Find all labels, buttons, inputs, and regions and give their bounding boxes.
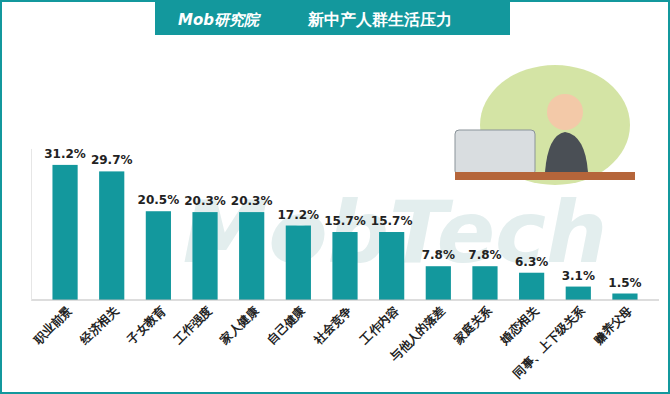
x-tick: 家人健康 [217,300,262,348]
bar [612,294,637,300]
data-label: 29.7% [91,153,133,167]
x-tick: 职业前景 [30,300,75,348]
illustration [455,65,635,185]
bar [566,287,591,300]
deco-head [547,94,583,130]
x-tick: 婚恋相关 [497,300,542,348]
x-tick-label: 子女教育 [124,303,169,348]
deco-laptop [455,130,535,175]
bars [52,165,637,300]
x-tick: 经济相关 [77,300,122,348]
x-tick: 家庭关系 [450,300,495,348]
data-label: 1.5% [608,276,641,290]
x-tick-label: 经济相关 [77,303,122,348]
x-tick: 工作内容 [357,300,402,348]
bar [379,232,404,300]
x-tick-label: 赡养父母 [590,303,635,348]
bar [426,266,451,300]
bar [192,212,217,300]
bar [99,171,124,300]
source: Mob研究院 [178,11,262,29]
x-tick: 自己健康 [264,300,309,347]
x-tick-label: 与他人的落差 [387,303,449,365]
x-tick: 同事、上下级关系 [510,300,588,381]
data-label: 17.2% [278,208,320,222]
x-tick-label: 自己健康 [264,303,309,348]
bar [519,273,544,300]
x-tick: 子女教育 [124,300,169,348]
deco-desk [455,172,635,180]
x-tick: 赡养父母 [590,300,635,348]
bar [146,211,171,300]
data-label: 20.3% [184,194,226,208]
x-tick-label: 工作内容 [357,303,402,348]
x-tick-label: 婚恋相关 [497,303,542,348]
data-label: 20.3% [231,194,273,208]
x-tick: 工作强度 [170,300,215,348]
y-axis [31,149,32,301]
x-tick-label: 职业前景 [30,303,75,348]
data-label: 15.7% [371,214,413,228]
data-label: 7.8% [468,248,501,262]
data-label: 3.1% [562,269,595,283]
x-tick-label: 家人健康 [217,303,262,348]
header-band [155,2,510,35]
title: 新中产人群生活压力 [307,10,452,29]
data-label: 31.2% [44,147,86,161]
x-axis-line [31,300,659,301]
frame [1,1,669,393]
chart: Mob研究院新中产人群生活压力MobTech31.2%29.7%20.5%20.… [0,0,670,394]
bar [52,165,77,300]
bar [239,212,264,300]
data-label: 6.3% [515,255,548,269]
bar [472,266,497,300]
x-tick: 社会竞争 [310,300,355,348]
bar [286,226,311,300]
x-axis: 职业前景经济相关子女教育工作强度家人健康自己健康社会竞争工作内容与他人的落差家庭… [30,300,659,381]
x-tick-label: 同事、上下级关系 [510,303,588,381]
data-label: 15.7% [324,214,366,228]
x-tick-label: 家庭关系 [450,303,495,348]
x-tick-label: 社会竞争 [310,303,355,348]
deco-body [545,132,588,172]
data-labels: 31.2% 29.7% 20.5% 20.3% 20.3% 17.2% 15.7% 15.7%… [44,147,641,290]
x-tick-label: 工作强度 [170,303,215,348]
data-label: 7.8% [422,248,455,262]
data-label: 20.5% [138,193,180,207]
y-axis-line [31,149,32,301]
x-tick: 与他人的落差 [387,300,449,365]
bar [332,232,357,300]
